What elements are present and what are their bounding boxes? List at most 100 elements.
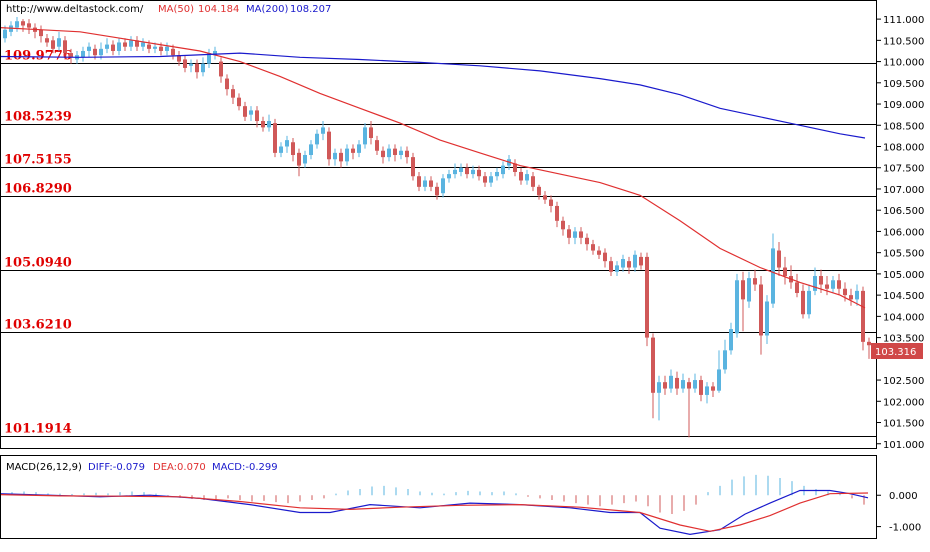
candle-up [855,290,859,300]
candle-up [615,265,619,272]
y-tick-label: 108.000 [883,143,924,154]
candle-down [273,123,277,153]
candle-down [63,40,67,54]
last-price-badge [871,343,923,359]
candle-up [345,148,349,162]
macd-value-label: MACD:-0.299 [212,462,278,473]
candle-down [861,290,865,342]
candle-down [579,231,583,238]
candle-down [261,121,265,128]
candle-up [3,29,7,39]
y-tick-label: 111.000 [883,15,924,26]
y-tick-label: 103.500 [883,334,924,345]
candle-down [843,288,847,296]
y-tick-label: 104.000 [883,312,924,323]
level-label: 109.9776 [4,49,72,64]
candle-down [651,337,655,393]
candle-up [525,174,529,181]
candle-up [15,21,19,28]
candle-up [621,259,625,268]
candle-up [141,42,145,47]
candle-down [867,341,871,346]
candle-up [441,178,445,194]
candle-down [837,280,841,289]
level-label: 103.6210 [4,318,72,333]
candle-up [213,50,217,56]
candle-down [465,167,469,175]
main-panel-frame [0,0,877,449]
candle-up [723,350,727,370]
candle-down [537,186,541,196]
candle-down [555,205,559,221]
candle-down [549,199,553,206]
candle-up [459,167,463,172]
candle-down [327,131,331,160]
y-tick-label: 109.500 [883,79,924,90]
candle-down [93,48,97,56]
candle-up [117,42,121,51]
candle-down [111,44,115,51]
candle-up [105,44,109,49]
candle-up [207,53,211,64]
candle-down [627,261,631,268]
candle-down [177,55,181,62]
candle-up [285,140,289,147]
candle-down [435,186,439,196]
candle-up [705,386,709,395]
last-price-value: 103.316 [875,347,916,358]
candle-down [699,380,703,395]
macd-dea-label: DEA:0.070 [153,462,206,473]
candle-up [771,248,775,304]
level-label: 106.8290 [4,182,72,197]
candle-up [489,176,493,183]
candle-down [483,176,487,183]
y-tick-label: 110.000 [883,58,924,69]
candle-up [765,301,769,336]
candle-down [429,180,433,187]
candle-up [681,380,685,389]
candle-up [387,148,391,158]
y-tick-label: 107.500 [883,164,924,175]
candle-up [279,146,283,153]
candle-up [747,278,751,302]
candle-up [501,165,505,175]
candle-down [159,46,163,51]
candle-down [69,53,73,58]
candle-down [741,280,745,300]
macd-diff-label: DIFF:-0.079 [88,462,145,473]
candle-up [831,280,835,289]
candle-down [591,244,595,251]
candle-down [645,256,649,338]
candle-down [543,195,547,200]
candle-up [657,382,661,393]
macd-title: MACD(26,12,9) [6,462,82,473]
macd-y-tick-label: 0.000 [889,491,918,502]
candle-up [165,46,169,51]
level-label: 107.5155 [4,153,72,168]
candle-down [39,29,43,37]
candle-down [711,386,715,391]
candle-down [351,148,355,153]
candle-up [693,380,697,389]
candle-down [183,59,187,68]
candle-down [753,278,757,285]
y-tick-label: 105.000 [883,270,924,281]
candle-up [249,110,253,115]
candle-up [309,144,313,155]
candle-down [393,148,397,155]
candle-down [369,127,373,139]
y-tick-label: 106.000 [883,227,924,238]
candle-down [597,250,601,255]
candle-down [231,89,235,98]
candle-down [639,256,643,266]
candle-up [315,133,319,145]
candle-down [609,261,613,272]
candle-down [123,42,127,47]
url-label: http://www.deltastock.com/ [6,4,144,15]
y-tick-label: 102.500 [883,376,924,387]
level-label: 105.0940 [4,256,72,271]
candle-down [381,150,385,158]
candle-up [453,169,457,175]
candle-down [417,176,421,187]
y-tick-label: 104.500 [883,291,924,302]
